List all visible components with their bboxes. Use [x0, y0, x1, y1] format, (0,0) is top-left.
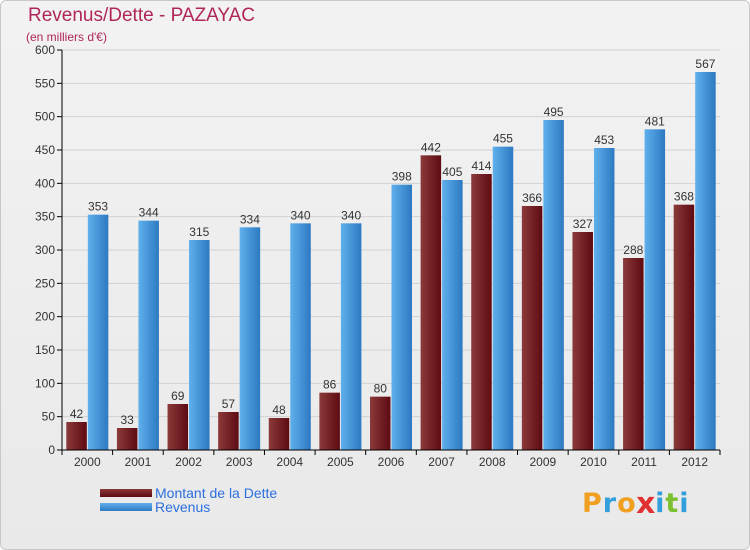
- bar-debt: [319, 392, 340, 450]
- y-tick-label: 200: [35, 310, 55, 324]
- y-tick-label: 400: [35, 176, 55, 190]
- data-label-revenue: 340: [291, 208, 311, 222]
- bar-debt: [420, 155, 442, 451]
- data-label-debt: 368: [674, 190, 694, 204]
- bar-debt: [218, 412, 239, 450]
- bar-revenue: [543, 120, 564, 450]
- x-tick-label: 2010: [580, 455, 607, 469]
- data-label-revenue: 567: [695, 57, 715, 71]
- data-label-debt: 288: [623, 243, 643, 257]
- legend-label-debt: Montant de la Dette: [155, 485, 278, 501]
- logo-letter: t: [665, 488, 680, 519]
- bar-revenue: [87, 214, 109, 450]
- data-label-revenue: 344: [139, 206, 159, 220]
- legend-swatch-debt: [100, 489, 152, 497]
- y-tick-label: 150: [35, 343, 55, 357]
- data-label-revenue: 340: [341, 208, 361, 222]
- bar-revenue: [442, 180, 463, 450]
- data-label-revenue: 398: [392, 170, 412, 184]
- legend-swatch-revenue: [100, 503, 152, 511]
- y-tick-label: 500: [35, 110, 55, 124]
- y-tick-label: 600: [35, 43, 55, 57]
- data-label-revenue: 495: [544, 105, 564, 119]
- logo-letter: o: [617, 488, 637, 519]
- y-tick-label: 350: [35, 210, 55, 224]
- logo-letter: r: [602, 488, 618, 519]
- bar-debt: [471, 174, 492, 450]
- x-tick-label: 2002: [175, 455, 202, 469]
- bar-debt: [116, 428, 138, 450]
- logo-letter: P: [582, 488, 603, 519]
- data-label-debt: 69: [171, 389, 185, 403]
- data-label-revenue: 481: [645, 114, 665, 128]
- bar-revenue: [290, 223, 311, 450]
- data-label-debt: 327: [573, 217, 593, 231]
- bar-debt: [66, 422, 87, 450]
- y-tick-label: 250: [35, 276, 55, 290]
- bar-revenue: [391, 184, 412, 450]
- chart-subtitle: (en milliers d'€): [26, 30, 107, 44]
- bar-debt: [673, 204, 695, 450]
- bar-revenue: [340, 223, 362, 450]
- x-tick-label: 2012: [681, 455, 708, 469]
- bar-revenue: [644, 129, 666, 451]
- bar-debt: [521, 206, 543, 450]
- data-label-revenue: 353: [88, 200, 108, 214]
- x-tick-label: 2000: [74, 455, 101, 469]
- data-label-debt: 86: [323, 378, 337, 392]
- logo-letter: i: [655, 488, 666, 519]
- y-tick-label: 300: [35, 243, 55, 257]
- bar-revenue: [189, 240, 210, 450]
- legend-label-revenue: Revenus: [155, 499, 211, 515]
- bar-debt: [167, 404, 189, 450]
- data-label-debt: 414: [471, 159, 491, 173]
- data-label-debt: 366: [522, 191, 542, 205]
- bar-debt: [623, 258, 644, 450]
- chart-title: Revenus/Dette - PAZAYAC: [28, 5, 256, 26]
- data-label-debt: 42: [70, 407, 84, 421]
- logo-letter: i: [679, 488, 690, 519]
- data-label-revenue: 453: [594, 133, 614, 147]
- bar-debt: [370, 396, 391, 450]
- x-tick-label: 2004: [276, 455, 303, 469]
- data-label-debt: 57: [222, 397, 236, 411]
- data-label-debt: 442: [421, 140, 441, 154]
- bar-revenue: [593, 148, 615, 450]
- x-tick-label: 2006: [378, 455, 405, 469]
- x-tick-label: 2001: [125, 455, 152, 469]
- x-tick-label: 2007: [428, 455, 455, 469]
- data-label-revenue: 455: [493, 132, 513, 146]
- bar-debt: [572, 232, 593, 450]
- bar-revenue: [239, 227, 261, 450]
- y-tick-label: 0: [48, 443, 55, 457]
- data-label-debt: 33: [120, 413, 134, 427]
- bar-revenue: [492, 146, 514, 450]
- logo-letter: x: [635, 486, 657, 521]
- bar-revenue: [138, 220, 159, 450]
- y-tick-label: 450: [35, 143, 55, 157]
- data-label-revenue: 405: [442, 165, 462, 179]
- proxiti-logo: Proxiti: [582, 486, 690, 521]
- data-label-revenue: 334: [240, 212, 260, 226]
- x-tick-label: 2008: [479, 455, 506, 469]
- x-tick-label: 2005: [327, 455, 354, 469]
- y-tick-label: 100: [35, 376, 55, 390]
- y-tick-label: 550: [35, 76, 55, 90]
- bar-revenue: [695, 72, 716, 450]
- x-tick-label: 2011: [631, 455, 657, 469]
- data-label-debt: 48: [272, 403, 286, 417]
- data-label-revenue: 315: [189, 225, 209, 239]
- x-tick-label: 2009: [529, 455, 556, 469]
- bar-debt: [268, 418, 290, 450]
- y-tick-label: 50: [42, 410, 56, 424]
- data-label-debt: 80: [374, 382, 388, 396]
- x-tick-label: 2003: [226, 455, 253, 469]
